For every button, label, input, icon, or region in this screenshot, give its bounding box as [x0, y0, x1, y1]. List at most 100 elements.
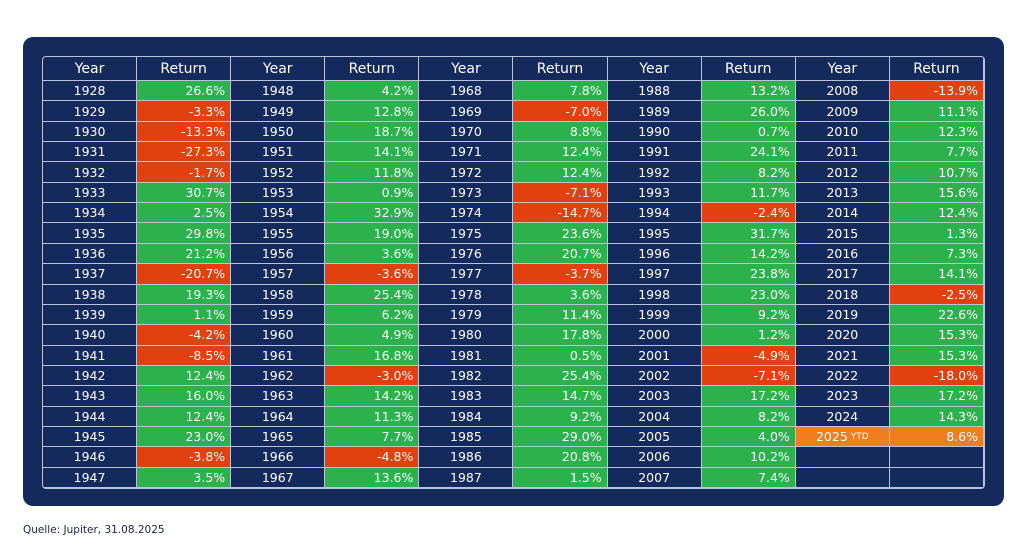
return-cell: 0.5% — [513, 345, 608, 366]
year-cell: 1935 — [43, 223, 138, 244]
return-cell: 20.8% — [513, 447, 608, 468]
return-cell: -8.5% — [137, 345, 232, 366]
return-cell: 10.7% — [889, 162, 984, 183]
return-cell: 1.5% — [513, 467, 608, 488]
header-year: Year — [607, 57, 702, 81]
return-cell: 17.2% — [701, 386, 796, 407]
header-year: Year — [43, 57, 138, 81]
year-cell: 1992 — [607, 162, 702, 183]
year-cell: 1930 — [43, 121, 138, 143]
return-cell: 3.6% — [325, 243, 420, 265]
year-cell: 2006 — [607, 447, 702, 468]
year-cell: 1973 — [419, 182, 514, 204]
year-cell: 1957 — [231, 264, 326, 285]
year-cell: 1960 — [231, 325, 326, 346]
return-cell: 14.2% — [701, 243, 796, 265]
year-cell: 1964 — [231, 406, 326, 427]
year-cell: 1968 — [419, 81, 514, 102]
return-cell: 11.1% — [889, 101, 984, 122]
header-return: Return — [137, 57, 232, 81]
year-cell: 1946 — [43, 447, 138, 468]
return-cell: 7.8% — [513, 81, 608, 102]
year-cell: 1984 — [419, 406, 514, 427]
return-cell: 3.6% — [513, 284, 608, 305]
year-cell: 1928 — [43, 81, 138, 102]
year-cell: 1963 — [231, 386, 326, 407]
return-cell: 29.8% — [137, 223, 232, 244]
return-cell: -4.2% — [137, 325, 232, 346]
year-cell: 2013 — [795, 182, 890, 204]
header-return: Return — [325, 57, 420, 81]
header-return: Return — [513, 57, 608, 81]
ytd-label: YTD — [850, 431, 869, 442]
year-cell: 1937 — [43, 264, 138, 285]
return-cell: 14.1% — [889, 264, 984, 285]
return-cell: 11.4% — [513, 304, 608, 326]
year-cell: 2014 — [795, 203, 890, 224]
return-cell: 7.4% — [701, 467, 796, 488]
year-cell: 2000 — [607, 325, 702, 346]
return-cell: 12.4% — [513, 162, 608, 183]
return-cell: 2.5% — [137, 203, 232, 224]
return-cell: 0.9% — [325, 182, 420, 204]
return-cell: 26.0% — [701, 101, 796, 122]
year-cell: 2015 — [795, 223, 890, 244]
year-cell: 1974 — [419, 203, 514, 224]
year-cell: 1983 — [419, 386, 514, 407]
return-cell: 20.7% — [513, 243, 608, 265]
source-note: Quelle: Jupiter, 31.08.2025 — [23, 524, 165, 536]
return-cell: 4.2% — [325, 81, 420, 102]
year-cell: 1944 — [43, 406, 138, 427]
year-cell: 1995 — [607, 223, 702, 244]
return-cell: 11.8% — [325, 162, 420, 183]
return-cell: 16.0% — [137, 386, 232, 407]
year-cell: 1998 — [607, 284, 702, 305]
year-cell: 1977 — [419, 264, 514, 285]
return-cell: 8.8% — [513, 121, 608, 143]
year-cell: 1936 — [43, 243, 138, 265]
year-cell: 1938 — [43, 284, 138, 305]
return-cell: -13.9% — [889, 81, 984, 102]
year-cell: 1966 — [231, 447, 326, 468]
year-cell: 1978 — [419, 284, 514, 305]
year-cell: 1996 — [607, 243, 702, 265]
header-year: Year — [795, 57, 890, 81]
year-cell: 2003 — [607, 386, 702, 407]
year-cell: 2018 — [795, 284, 890, 305]
year-cell: 2017 — [795, 264, 890, 285]
return-cell: 12.4% — [513, 142, 608, 163]
year-cell: 1986 — [419, 447, 514, 468]
return-cell: 12.8% — [325, 101, 420, 122]
return-cell: -3.7% — [513, 264, 608, 285]
year-cell: 2004 — [607, 406, 702, 427]
return-cell: 6.2% — [325, 304, 420, 326]
year-cell: 1997 — [607, 264, 702, 285]
year-cell: 1991 — [607, 142, 702, 163]
return-cell: 23.8% — [701, 264, 796, 285]
returns-table: Year Return 1928 26.6% 1929 -3.3% 1930 -13.3% 19… — [42, 56, 985, 489]
return-cell: 1.1% — [137, 304, 232, 326]
year-cell: 1939 — [43, 304, 138, 326]
return-cell: 15.3% — [889, 325, 984, 346]
return-cell: 15.6% — [889, 182, 984, 204]
year-cell: 2024 — [795, 406, 890, 427]
return-cell: 0.7% — [701, 121, 796, 143]
year-cell: 1955 — [231, 223, 326, 244]
year-cell: 1988 — [607, 81, 702, 102]
return-cell: -2.5% — [889, 284, 984, 305]
return-cell: 14.3% — [889, 406, 984, 427]
year-cell: 1931 — [43, 142, 138, 163]
return-cell: 1.3% — [889, 223, 984, 244]
return-cell: -4.8% — [325, 447, 420, 468]
return-cell: 29.0% — [513, 426, 608, 448]
return-cell: 12.4% — [137, 365, 232, 387]
year-cell: 2008 — [795, 81, 890, 102]
return-cell: 1.2% — [701, 325, 796, 346]
year-cell: 2019 — [795, 304, 890, 326]
empty-cell — [795, 447, 890, 468]
return-cell: 15.3% — [889, 345, 984, 366]
year-cell: 1985 — [419, 426, 514, 448]
return-cell: 23.6% — [513, 223, 608, 244]
year-cell: 1954 — [231, 203, 326, 224]
empty-cell — [889, 447, 984, 468]
